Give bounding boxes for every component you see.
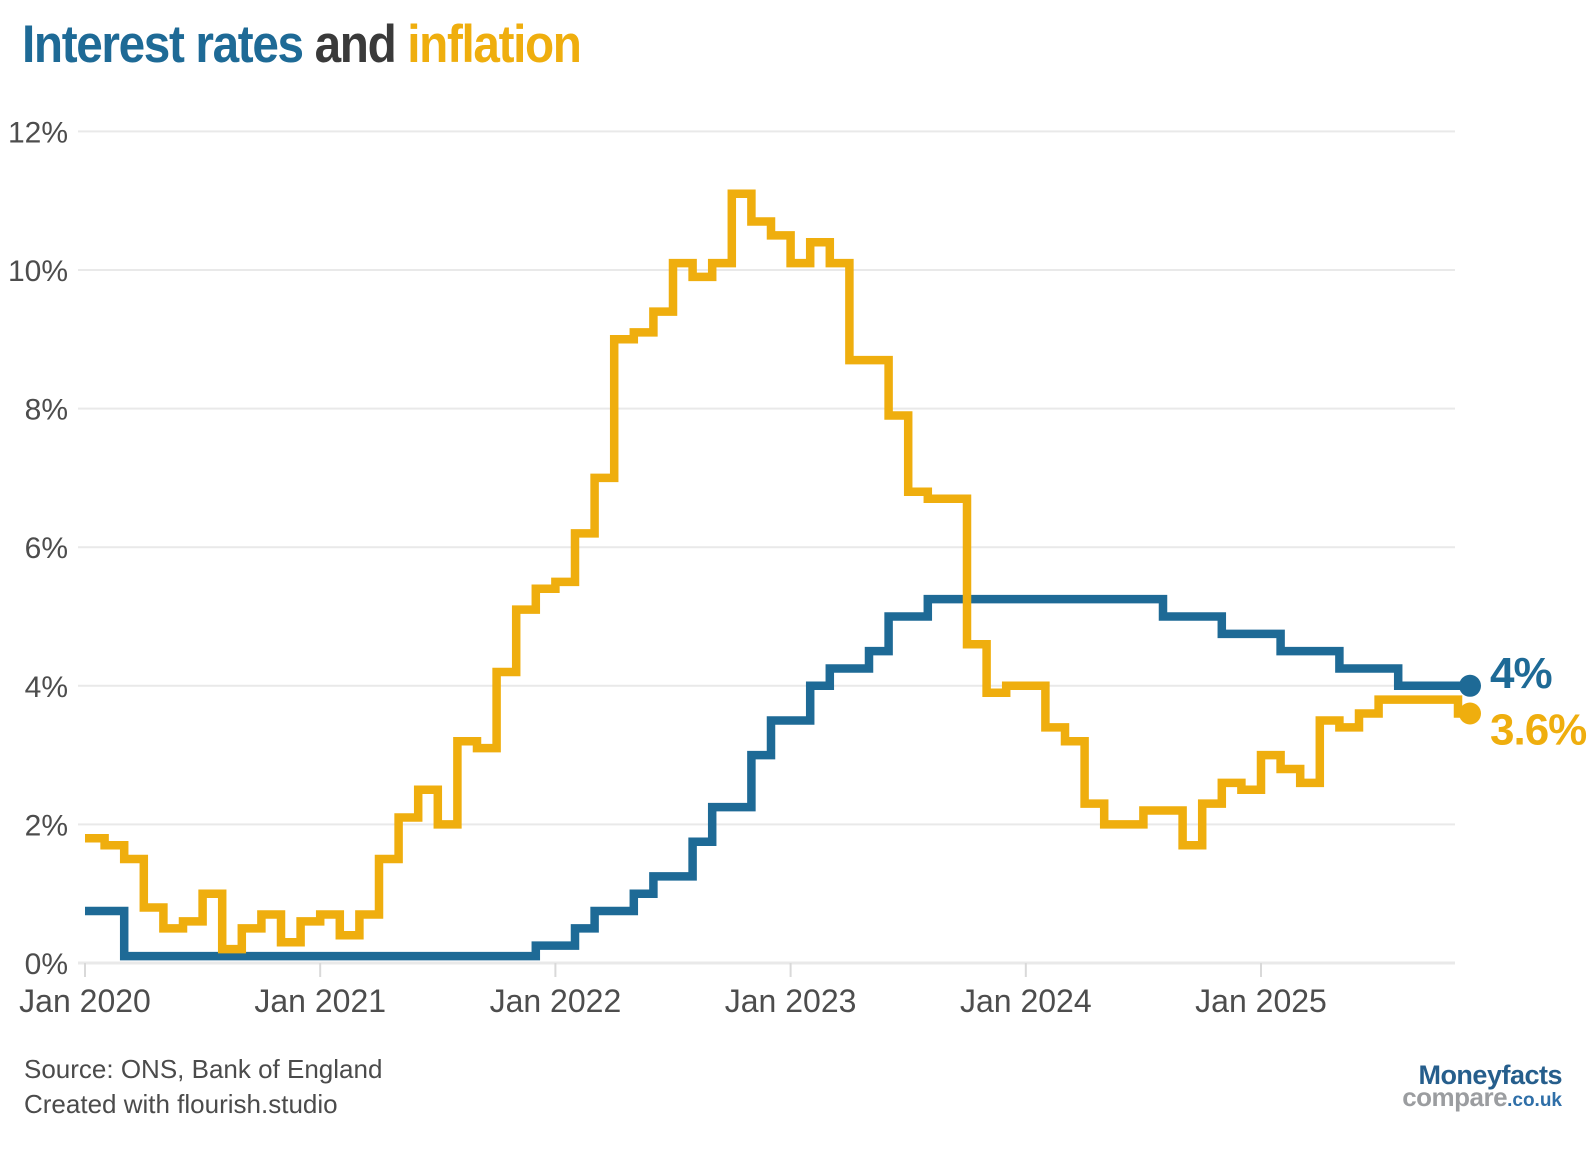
y-tick-label: 6% [25, 532, 68, 565]
y-tick-label: 8% [25, 394, 68, 427]
interest-rate-end-dot [1459, 674, 1481, 697]
y-tick-label: 2% [25, 809, 68, 842]
moneyfacts-logo: Moneyfacts compare.co.uk [1402, 1060, 1562, 1113]
y-tick-label: 10% [8, 255, 68, 288]
page-title: Interest rates and inflation [22, 14, 582, 75]
x-tick-label: Jan 2022 [490, 983, 622, 1019]
y-tick-label: 0% [25, 948, 68, 981]
logo-compare: compare [1402, 1082, 1508, 1112]
title-and: and [302, 15, 408, 74]
gridlines [78, 130, 1455, 965]
credit-line: Created with flourish.studio [24, 1089, 338, 1119]
source-line: Source: ONS, Bank of England [24, 1054, 383, 1084]
inflation-end-label: 3.6% [1490, 706, 1586, 755]
x-axis: Jan 2020 Jan 2021 Jan 2022 Jan 2023 Jan 2024… [19, 963, 1327, 1019]
logo-moneyfacts: Moneyfacts [1418, 1060, 1562, 1090]
y-tick-label: 4% [25, 671, 68, 704]
title-inflation: inflation [407, 15, 582, 74]
x-tick-label: Jan 2024 [960, 983, 1092, 1019]
source-note: Source: ONS, Bank of England Created wit… [24, 1052, 382, 1122]
inflation-line [85, 189, 1470, 954]
interest-rate-end-label: 4% [1490, 649, 1552, 698]
data-series: 4% 3.6% [85, 189, 1587, 961]
y-axis-labels: 0% 2% 4% 6% 8% 10% 12% [8, 116, 68, 981]
x-tick-label: Jan 2023 [725, 983, 857, 1019]
x-tick-label: Jan 2025 [1195, 983, 1327, 1019]
x-tick-label: Jan 2020 [19, 983, 151, 1019]
logo-couk: .co.uk [1507, 1090, 1562, 1111]
inflation-end-dot [1459, 702, 1481, 725]
title-interest-rates: Interest rates [22, 15, 304, 74]
interest-rate-line [85, 594, 1470, 961]
x-tick-label: Jan 2021 [254, 983, 386, 1019]
y-tick-label: 12% [8, 116, 68, 149]
